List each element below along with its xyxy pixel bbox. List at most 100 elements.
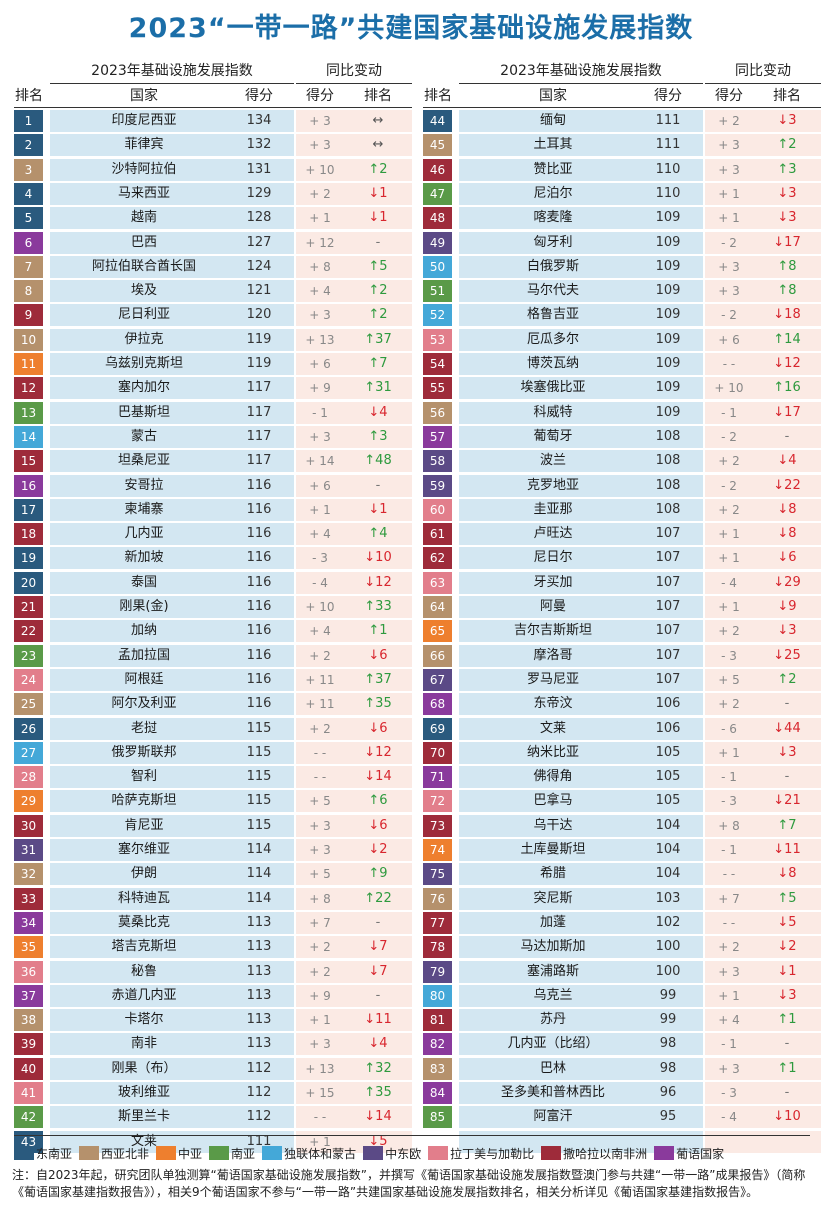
score-change: - - [722, 357, 736, 371]
legend-swatch [209, 1146, 230, 1160]
rank-badge: 73 [423, 814, 452, 837]
row-band-change [705, 547, 821, 570]
score-value: 110 [655, 161, 681, 177]
rank-badge: 60 [423, 498, 452, 521]
table-row: 31 塞尔维亚 114 + 3 ↓2 [14, 839, 412, 861]
rank-badge: 69 [423, 717, 452, 740]
row-band-main [459, 911, 703, 934]
rank-change: ↑2 [368, 307, 388, 323]
score-change: + 9 [309, 988, 331, 1003]
row-band-change [705, 717, 821, 740]
country-name: 赤道几内亚 [111, 987, 177, 1003]
score-value: 115 [246, 744, 272, 760]
row-band-change [296, 766, 412, 789]
score-value: 115 [246, 720, 272, 736]
score-change: + 1 [718, 527, 740, 542]
rank-change: - [375, 477, 381, 493]
rank-change: ↓12 [364, 574, 392, 590]
table-row: 70 纳米比亚 105 + 1 ↓3 [423, 741, 821, 764]
score-change: - 1 [312, 405, 328, 420]
country-name: 塞浦路斯 [526, 963, 579, 979]
table-row: 84 圣多美和普林西比 96 - 3 - [423, 1082, 821, 1104]
row-band-main [50, 304, 294, 327]
rank-badge: 49 [423, 231, 452, 254]
score-change: + 2 [718, 114, 740, 128]
rank-badge: 13 [14, 401, 43, 424]
row-band-change [296, 984, 412, 1007]
page-title: 2023“一带一路”共建国家基础设施发展指数 [128, 13, 694, 44]
row-band-change [296, 547, 412, 570]
row-band-main [459, 498, 703, 521]
rank-change: ↓2 [368, 842, 388, 857]
rank-change: ↑8 [777, 283, 797, 299]
row-band-main [459, 158, 703, 181]
score-value: 119 [246, 331, 272, 347]
region-legend: 东南亚 西亚北非 中亚 南亚 独联体和蒙古 中东欧 拉丁美与加勒比 撒哈拉以南非洲 葡语国家 [14, 1143, 814, 1163]
country-name: 尼泊尔 [533, 185, 573, 201]
rank-badge: 47 [423, 182, 452, 205]
rank-badge: 65 [423, 620, 452, 643]
row-band-change [705, 328, 821, 351]
rank-badge: 56 [423, 401, 452, 424]
country-name: 南非 [130, 1036, 157, 1052]
rank-change: ↓12 [364, 744, 392, 760]
score-value: 114 [246, 890, 272, 906]
table-row: 47 尼泊尔 110 + 1 ↓3 [423, 182, 821, 205]
country-name: 科威特 [533, 404, 573, 420]
row-band-change [705, 450, 821, 473]
row-band-main [459, 450, 703, 473]
score-change: + 1 [309, 1134, 331, 1149]
row-band-main [50, 644, 294, 667]
row-band-main [50, 839, 294, 861]
legend-item-wana: 西亚北非 [79, 1145, 149, 1162]
row-band-main [459, 668, 703, 691]
table-row: 72 巴拿马 105 - 3 ↓21 [423, 790, 821, 813]
row-band-main [459, 231, 703, 254]
row-band-change [705, 839, 821, 861]
table-row: 68 东帝汶 106 + 2 - [423, 693, 821, 716]
rank-badge: 63 [423, 571, 452, 594]
score-change: + 13 [305, 332, 335, 347]
score-value: 96 [659, 1085, 677, 1100]
country-name: 苏丹 [539, 1012, 566, 1028]
row-band-change [705, 596, 821, 618]
rank-badge: 85 [423, 1106, 452, 1129]
row-band-change [705, 474, 821, 497]
score-value: 116 [246, 647, 272, 663]
rank-change: ↑7 [777, 817, 797, 833]
score-value: 116 [246, 550, 272, 566]
score-change: + 4 [309, 527, 331, 542]
country-name: 喀麦隆 [533, 210, 573, 226]
row-band-main [50, 474, 294, 497]
row-band-main [459, 182, 703, 205]
score-change: + 13 [305, 1061, 335, 1076]
rank-change: ↓8 [777, 501, 797, 517]
score-value: 113 [246, 987, 272, 1003]
rank-change: ↓29 [773, 574, 801, 590]
row-band-main [50, 182, 294, 205]
country-name: 巴林 [539, 1060, 566, 1076]
row-band-change [705, 377, 821, 400]
legend-swatch [79, 1146, 100, 1160]
rank-badge: 25 [14, 693, 43, 716]
rank-change: ↑1 [777, 1060, 797, 1076]
row-band-change [296, 450, 412, 473]
column-header-rule [14, 107, 412, 108]
score-change: + 10 [714, 381, 744, 396]
score-value: 105 [655, 744, 681, 760]
legend-label: 东南亚 [36, 1146, 73, 1161]
score-change: + 1 [309, 502, 331, 517]
rank-change: ↑2 [368, 283, 388, 299]
score-value: 120 [246, 307, 272, 323]
rank-change: ↓1 [368, 210, 388, 226]
country-name: 赞比亚 [533, 161, 573, 177]
score-change: - 3 [721, 1086, 737, 1100]
rank-badge: 16 [14, 474, 43, 497]
score-value: 124 [246, 258, 272, 274]
row-band-main [50, 693, 294, 716]
score-change: - - [722, 915, 736, 930]
row-band-change [705, 1082, 821, 1104]
table-row: 65 吉尔吉斯斯坦 107 + 2 ↓3 [423, 620, 821, 643]
table-row: 35 塔吉克斯坦 113 + 2 ↓7 [14, 936, 412, 959]
rank-badge: 77 [423, 911, 452, 934]
